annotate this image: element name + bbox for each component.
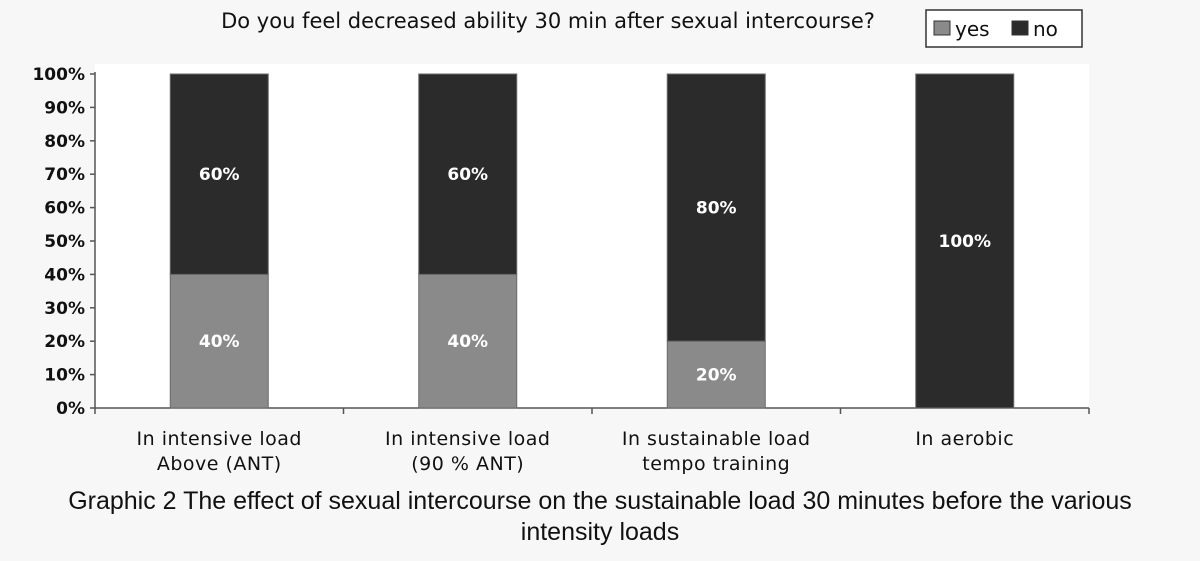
y-tick-label: 60% (44, 199, 85, 219)
category-label: Above (ANT) (157, 453, 282, 475)
y-tick-label: 10% (44, 366, 85, 386)
data-label: 40% (447, 332, 488, 352)
caption-line-1: Graphic 2 The effect of sexual intercour… (68, 487, 1132, 515)
y-tick-label: 90% (44, 98, 85, 118)
category-label: In sustainable load (622, 428, 811, 450)
y-tick-label: 50% (44, 232, 85, 252)
bar-segment-no (915, 73, 1015, 409)
bars (169, 73, 1015, 409)
y-tick-label: 0% (56, 399, 85, 419)
category-label: tempo training (642, 453, 790, 475)
category-label: In aerobic (915, 428, 1014, 450)
y-tick-label: 30% (44, 299, 85, 319)
legend-swatch-yes (933, 20, 951, 36)
data-label: 100% (938, 232, 991, 252)
data-label: 60% (199, 165, 240, 185)
y-tick-label: 40% (44, 265, 85, 285)
bar-segment-no (169, 73, 269, 275)
y-tick-label: 80% (44, 132, 85, 152)
bar-segment-no (418, 73, 518, 275)
y-tick-label: 20% (44, 332, 85, 352)
data-label: 60% (447, 165, 488, 185)
chart-title: Do you feel decreased ability 30 min aft… (221, 9, 875, 33)
legend-label-yes: yes (955, 17, 990, 41)
data-label: 20% (696, 366, 737, 386)
y-tick-label: 70% (44, 165, 85, 185)
category-labels: In intensive load Above (ANT) In intensive… (137, 428, 1014, 475)
legend-swatch-no (1011, 20, 1029, 36)
legend-label-no: no (1033, 17, 1058, 41)
bar-segment-yes (169, 273, 269, 409)
legend-box (925, 9, 1083, 48)
data-label: 40% (199, 332, 240, 352)
stacked-bar-chart: Do you feel decreased ability 30 min aft… (32, 9, 1090, 475)
bar-segment-no (666, 73, 766, 342)
caption-line-2: intensity loads (520, 518, 680, 546)
category-label: In intensive load (385, 428, 550, 450)
data-label: 80% (696, 199, 737, 219)
category-label: In intensive load (137, 428, 302, 450)
category-label: (90 % ANT) (411, 453, 524, 475)
figure-caption: Graphic 2 The effect of sexual intercour… (0, 486, 1200, 548)
data-labels: 40% 60% 40% 60% 20% 80% 100% (199, 165, 991, 385)
legend: yes no (925, 9, 1083, 48)
y-tick-label: 100% (32, 65, 85, 85)
bar-segment-yes (666, 340, 766, 409)
